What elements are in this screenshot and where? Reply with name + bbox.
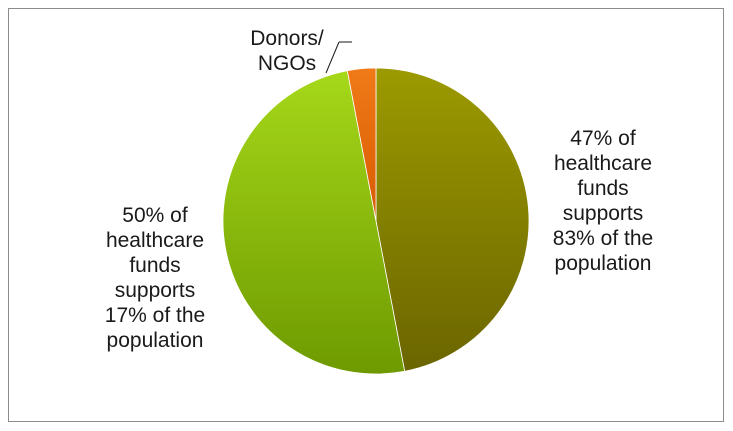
donors-leader-line-segment (325, 41, 340, 74)
slice-label-line: healthcare (106, 229, 204, 252)
slice-label-line: NGOs (258, 52, 316, 75)
slice-label-line: 17% of the (105, 304, 205, 327)
slice-label-line: 47% of (570, 127, 636, 150)
slice-label-line: 83% of the (553, 227, 653, 250)
pie-slices (222, 67, 530, 375)
slice-label-line: healthcare (554, 152, 652, 175)
slice-label-line: funds (129, 254, 180, 277)
pie-slice-left (222, 70, 406, 375)
slice-label-line: population (555, 252, 652, 275)
slice-label-line: Donors/ (250, 27, 324, 50)
pie-slice-right (375, 67, 530, 372)
slice-label-line: supports (563, 202, 644, 225)
slice-label-line: supports (115, 279, 196, 302)
slice-label-line: population (107, 329, 204, 352)
pie-slice-donors (346, 67, 377, 222)
slice-label-right: 47% of healthcare funds supports 83% of the p… (553, 127, 653, 275)
slice-label-donors: Donors/NGOs (250, 27, 324, 75)
slice-label-line: funds (577, 177, 628, 200)
slice-label-left: 50% of healthcare funds supports 17% of the p… (105, 204, 205, 352)
slice-label-line: 50% of (122, 204, 188, 227)
